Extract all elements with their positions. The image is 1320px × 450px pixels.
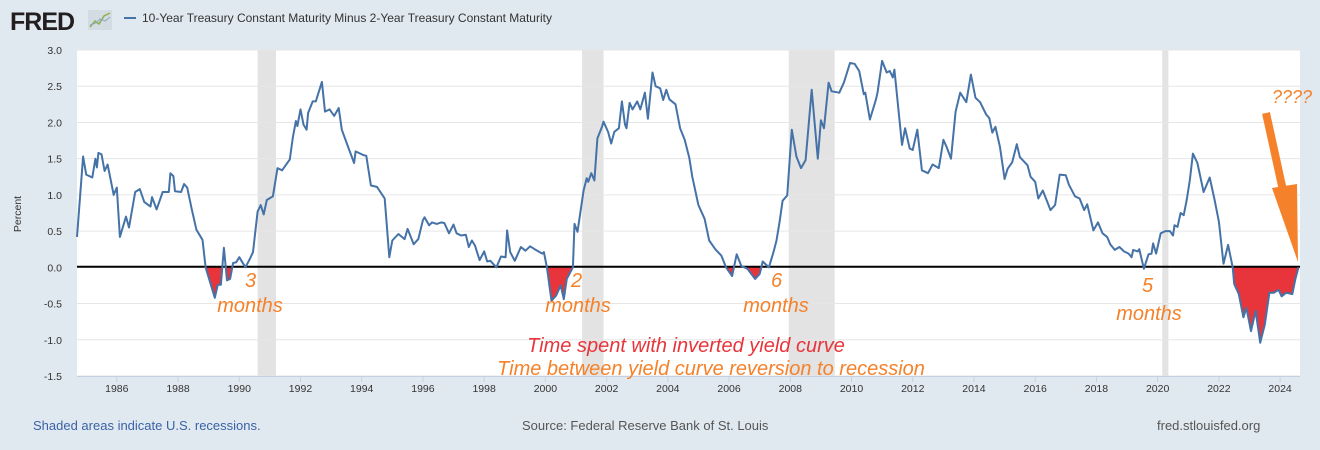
legend-line-swatch <box>124 17 136 19</box>
annotation-6-months: months <box>743 295 809 317</box>
x-tick-label: 1992 <box>289 383 313 395</box>
y-tick-label: -1.0 <box>44 335 62 347</box>
site-link[interactable]: fred.stlouisfed.org <box>1157 418 1261 433</box>
x-tick-label: 2010 <box>840 383 864 395</box>
x-tick-label: 2018 <box>1085 383 1109 395</box>
x-tick-label: 1986 <box>105 383 129 395</box>
x-tick-label: 2020 <box>1146 383 1170 395</box>
annotation-5-months: months <box>1116 303 1182 325</box>
annotation-3: 3 <box>245 270 256 292</box>
arrow-icon <box>1262 112 1298 262</box>
annotation-3-months: months <box>217 295 283 317</box>
y-tick-label: 0.5 <box>47 226 62 238</box>
x-tick-label: 2012 <box>901 383 925 395</box>
fred-logo[interactable]: FRED <box>10 8 75 36</box>
x-tick-label: 1996 <box>411 383 435 395</box>
annotation-2-months: months <box>545 295 611 317</box>
source-text: Source: Federal Reserve Bank of St. Loui… <box>522 418 769 433</box>
x-tick-label: 2000 <box>534 383 558 395</box>
plot-area <box>77 50 1300 376</box>
y-axis-label: Percent <box>12 196 24 232</box>
y-tick-label: 0.0 <box>47 262 62 274</box>
y-tick-label: -0.5 <box>44 299 62 311</box>
x-tick-label: 2022 <box>1207 383 1231 395</box>
y-tick-label: 3.0 <box>47 45 62 57</box>
annotation-2: 2 <box>570 270 582 292</box>
legend-label: 10-Year Treasury Constant Maturity Minus… <box>142 11 552 25</box>
x-tick-label: 2002 <box>595 383 619 395</box>
x-tick-label: 1994 <box>350 383 374 395</box>
series-line <box>76 59 1300 344</box>
y-tick-label: -1.5 <box>44 371 62 383</box>
annotation-5: 5 <box>1142 275 1154 297</box>
x-tick-label: 1988 <box>166 383 190 395</box>
y-tick-label: 1.0 <box>47 190 62 202</box>
recession-band <box>582 50 604 376</box>
x-tick-label: 2024 <box>1268 383 1292 395</box>
recession-note-link[interactable]: Shaded areas indicate U.S. recessions. <box>33 418 261 433</box>
x-tick-label: 2016 <box>1024 383 1048 395</box>
fred-logo-graph-icon <box>88 10 112 30</box>
annotation-legend-orange: Time between yield curve reversion to re… <box>497 358 925 380</box>
recession-band <box>257 50 276 376</box>
annotation-6: 6 <box>771 270 783 292</box>
y-tick-label: 1.5 <box>47 154 62 166</box>
recession-band <box>1162 50 1169 376</box>
x-tick-label: 2014 <box>962 383 986 395</box>
x-tick-label: 1990 <box>228 383 252 395</box>
x-tick-label: 2004 <box>656 383 680 395</box>
x-tick-label: 2006 <box>717 383 741 395</box>
y-tick-label: 2.5 <box>47 81 62 93</box>
chart-legend: 10-Year Treasury Constant Maturity Minus… <box>124 11 552 25</box>
x-tick-label: 1998 <box>472 383 496 395</box>
annotation-question: ???? <box>1272 87 1312 107</box>
x-tick-label: 2008 <box>779 383 803 395</box>
annotation-legend-red: Time spent with inverted yield curve <box>527 335 845 357</box>
y-tick-label: 2.0 <box>47 117 62 129</box>
